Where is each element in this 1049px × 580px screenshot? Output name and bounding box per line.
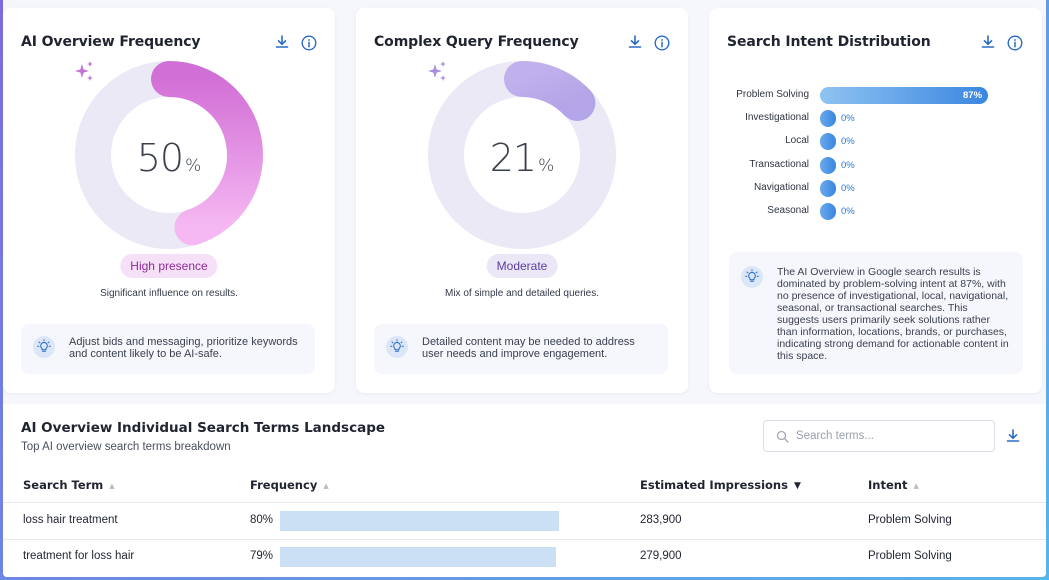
lightbulb-icon <box>33 336 55 358</box>
intent-bar[interactable] <box>820 179 836 197</box>
search-input[interactable] <box>796 427 986 445</box>
intent-row: Problem Solving 87% <box>709 86 1042 106</box>
download-icon[interactable] <box>626 33 644 51</box>
header-label: Estimated Impressions <box>640 478 788 492</box>
intent-label: Local <box>785 135 809 147</box>
intent-label: Problem Solving <box>736 89 809 100</box>
intent-percent: 87% <box>963 90 983 101</box>
ai-overview-frequency-card: AI Overview Frequency <box>3 8 335 393</box>
intent-row: Local 0% <box>709 132 1042 152</box>
info-icon[interactable] <box>300 34 318 52</box>
intent-summary-tip: The AI Overview in Google search results… <box>729 252 1023 374</box>
lightbulb-icon <box>386 336 408 358</box>
intent-row: Seasonal 0% <box>709 202 1042 222</box>
intent-bar[interactable] <box>820 110 836 128</box>
complex-query-gauge: 21% <box>427 60 617 250</box>
intent-percent: 0% <box>841 206 855 217</box>
cell-term: loss hair treatment <box>23 514 118 526</box>
card-subtext: Mix of simple and detailed queries. <box>445 288 599 299</box>
table-row[interactable]: treatment for loss hair 79% 279,900 Prob… <box>3 540 1046 576</box>
intent-chart: Problem Solving 87% Investigational 0% Local… <box>709 86 1042 226</box>
sort-desc-icon: ▼ <box>793 481 801 491</box>
sparkle-icon <box>75 61 93 81</box>
intent-row: Navigational 0% <box>709 179 1042 199</box>
cell-impressions: 283,900 <box>640 514 682 526</box>
divider <box>3 502 1046 503</box>
download-icon[interactable] <box>979 33 997 51</box>
status-badge: High presence <box>120 254 218 278</box>
cell-intent: Problem Solving <box>868 514 952 526</box>
header-label: Frequency <box>250 478 318 492</box>
card-title: Search Intent Distribution <box>727 34 931 50</box>
download-icon[interactable] <box>1004 427 1022 445</box>
intent-bar[interactable] <box>820 133 836 151</box>
search-terms-landscape: AI Overview Individual Search Terms Land… <box>3 404 1046 577</box>
intent-label: Seasonal <box>767 205 809 216</box>
gauge-arc <box>151 61 263 246</box>
column-header-estimated-impressions[interactable]: Estimated Impressions ▼ <box>640 478 801 492</box>
cell-impressions: 279,900 <box>640 550 682 562</box>
info-icon[interactable] <box>653 34 671 52</box>
intent-label: Navigational <box>753 181 809 193</box>
intent-bar[interactable] <box>820 203 836 220</box>
intent-label: Investigational <box>745 112 809 124</box>
cell-term: treatment for loss hair <box>23 550 135 562</box>
frequency-bar <box>280 511 559 531</box>
gauge-number: 21 <box>489 136 537 180</box>
sort-icon: ▲ <box>323 482 329 490</box>
intent-bar[interactable] <box>820 87 988 104</box>
ai-overview-gauge: 50% <box>74 60 264 250</box>
gauge-value: 50% <box>74 136 264 180</box>
search-icon <box>776 430 789 443</box>
column-header-frequency[interactable]: Frequency ▲ <box>250 478 329 492</box>
recommendation-tip: Detailed content may be needed to addres… <box>374 324 668 374</box>
tip-text: Adjust bids and messaging, prioritize ke… <box>69 336 298 360</box>
divider <box>3 539 1046 540</box>
gauge-unit: % <box>538 156 555 176</box>
sort-icon: ▲ <box>109 482 115 490</box>
section-title: AI Overview Individual Search Terms Land… <box>21 420 386 436</box>
intent-percent: 0% <box>841 136 855 148</box>
gauge-arc <box>504 61 596 121</box>
gauge-value: 21% <box>427 136 617 180</box>
gauge-number: 50 <box>136 136 184 180</box>
intent-percent: 0% <box>841 182 855 194</box>
info-icon[interactable] <box>1006 34 1024 52</box>
gauge-unit: % <box>185 156 202 176</box>
download-icon[interactable] <box>273 33 291 51</box>
status-badge: Moderate <box>486 254 558 278</box>
card-title: AI Overview Frequency <box>21 34 201 50</box>
sparkle-icon <box>428 61 446 81</box>
card-subtext: Significant influence on results. <box>100 288 238 299</box>
search-intent-distribution-card: Search Intent Distribution Problem Solvi… <box>709 8 1042 393</box>
recommendation-tip: Adjust bids and messaging, prioritize ke… <box>21 324 315 374</box>
table-row[interactable]: loss hair treatment 80% 283,900 Problem … <box>3 503 1046 539</box>
column-header-intent[interactable]: Intent ▲ <box>868 478 919 492</box>
cell-intent: Problem Solving <box>868 550 952 562</box>
intent-percent: 0% <box>841 159 855 171</box>
tip-text: The AI Overview in Google search results… <box>777 266 1009 362</box>
cell-frequency: 80% <box>250 514 274 526</box>
column-header-search-term[interactable]: Search Term ▲ <box>23 478 115 492</box>
lightbulb-icon <box>741 266 763 288</box>
section-subtitle: Top AI overview search terms breakdown <box>21 441 231 453</box>
dashboard: AI Overview Frequency <box>3 0 1046 577</box>
header-label: Intent <box>868 478 908 492</box>
intent-row: Transactional 0% <box>709 156 1042 176</box>
search-box[interactable] <box>763 420 995 452</box>
card-title: Complex Query Frequency <box>374 34 579 50</box>
sort-icon: ▲ <box>913 482 919 490</box>
intent-label: Transactional <box>749 158 809 170</box>
intent-row: Investigational 0% <box>709 109 1042 129</box>
complex-query-frequency-card: Complex Query Frequency <box>356 8 688 393</box>
cell-frequency: 79% <box>250 550 274 562</box>
frequency-bar <box>280 547 556 567</box>
intent-bar[interactable] <box>820 156 836 174</box>
header-label: Search Term <box>23 478 104 492</box>
tip-text: Detailed content may be needed to addres… <box>422 336 635 360</box>
intent-percent: 0% <box>841 113 855 125</box>
